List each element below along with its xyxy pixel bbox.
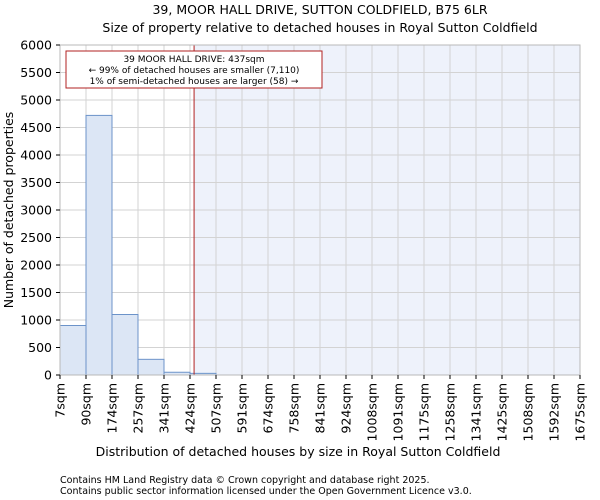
x-tick-label: 1675sqm bbox=[573, 383, 588, 441]
annotation-line-1: 39 MOOR HALL DRIVE: 437sqm bbox=[123, 55, 264, 65]
x-tick-label: 7sqm bbox=[53, 383, 68, 418]
y-tick-label: 3000 bbox=[20, 203, 52, 218]
y-axis-ticks: 0 500 1000 1500 2000 2500 3000 3500 4000 4500 5000… bbox=[20, 38, 60, 383]
x-tick-label: 758sqm bbox=[287, 383, 302, 433]
y-tick-label: 2000 bbox=[20, 258, 52, 273]
y-tick-label: 5000 bbox=[20, 93, 52, 108]
y-tick-label: 4000 bbox=[20, 148, 52, 163]
x-tick-label: 924sqm bbox=[339, 383, 354, 433]
x-tick-label: 424sqm bbox=[183, 383, 198, 433]
annotation-line-2: ← 99% of detached houses are smaller (7,… bbox=[89, 66, 300, 76]
bars bbox=[59, 114, 217, 376]
y-tick-label: 500 bbox=[28, 340, 52, 355]
y-tick-label: 1500 bbox=[20, 285, 52, 300]
footer-line-1: Contains HM Land Registry data © Crown c… bbox=[60, 475, 430, 486]
x-tick-label: 1508sqm bbox=[521, 383, 536, 441]
x-tick-label: 257sqm bbox=[131, 383, 146, 433]
x-tick-label: 507sqm bbox=[209, 383, 224, 433]
annotation-frame bbox=[65, 50, 323, 89]
footer-line-2: Contains public sector information licen… bbox=[60, 486, 472, 497]
x-tick-label: 591sqm bbox=[235, 383, 250, 433]
y-tick-label: 4500 bbox=[20, 120, 52, 135]
y-tick-label: 0 bbox=[44, 368, 52, 383]
x-tick-label: 341sqm bbox=[157, 383, 172, 433]
bar bbox=[137, 358, 165, 376]
y-tick-label: 3500 bbox=[20, 175, 52, 190]
chart-title: 39, MOOR HALL DRIVE, SUTTON COLDFIELD, B… bbox=[152, 2, 487, 17]
bar bbox=[85, 114, 113, 376]
x-tick-label: 1425sqm bbox=[495, 383, 510, 441]
annotation-line-3: 1% of semi-detached houses are larger (5… bbox=[90, 77, 299, 87]
bar bbox=[59, 325, 87, 376]
y-tick-label: 5500 bbox=[20, 65, 52, 80]
x-tick-label: 674sqm bbox=[261, 383, 276, 433]
chart-subtitle: Size of property relative to detached ho… bbox=[102, 20, 537, 35]
x-axis-ticks: 7sqm 90sqm 174sqm 257sqm 341sqm 424sqm 507sqm 5… bbox=[53, 375, 588, 441]
x-tick-label: 1175sqm bbox=[417, 383, 432, 441]
x-tick-label: 841sqm bbox=[313, 383, 328, 433]
x-tick-label: 90sqm bbox=[79, 383, 94, 426]
y-axis-label: Number of detached properties bbox=[1, 112, 16, 309]
annotation-box: 39 MOOR HALL DRIVE: 437sqm ← 99% of deta… bbox=[65, 50, 323, 89]
x-tick-label: 174sqm bbox=[105, 383, 120, 433]
x-tick-label: 1592sqm bbox=[547, 383, 562, 441]
y-tick-label: 1000 bbox=[20, 313, 52, 328]
x-tick-label: 1091sqm bbox=[391, 383, 406, 441]
x-axis-label: Distribution of detached houses by size … bbox=[96, 444, 501, 459]
x-tick-label: 1258sqm bbox=[443, 383, 458, 441]
y-tick-label: 2500 bbox=[20, 230, 52, 245]
x-tick-label: 1341sqm bbox=[469, 383, 484, 441]
y-tick-label: 6000 bbox=[20, 38, 52, 53]
bar bbox=[111, 314, 139, 376]
x-tick-label: 1008sqm bbox=[365, 383, 380, 441]
